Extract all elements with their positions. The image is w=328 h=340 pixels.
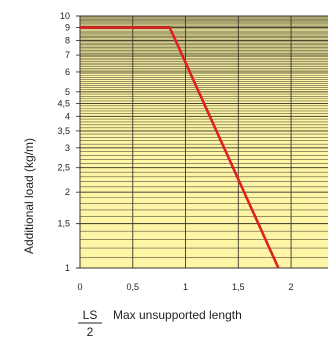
x-axis-fraction-denominator: 2 xyxy=(87,325,94,339)
x-axis-fraction-numerator: LS xyxy=(83,308,98,322)
x-tick-label: 0 xyxy=(77,282,82,292)
y-tick-label: 1 xyxy=(65,263,70,273)
x-tick-labels: 00,511,522 xyxy=(77,282,294,292)
y-tick-label: 2,5 xyxy=(57,163,70,173)
series-line xyxy=(80,26,280,269)
y-tick-label: 2 xyxy=(65,187,70,197)
x-tick-label: 1,5 xyxy=(232,282,245,292)
y-tick-label: 5 xyxy=(65,87,70,97)
y-tick-labels: 1 1,5 2 2,5 3 3,5 4 4,55 6 7 8 9 10 xyxy=(57,11,70,273)
grid-lines xyxy=(76,15,328,269)
x-tick-label: 2 xyxy=(289,282,294,292)
y-axis-label: Additional load (kg/m) xyxy=(22,138,36,254)
y-tick-label: 4,5 xyxy=(57,98,70,108)
y-tick-label: 3 xyxy=(65,143,70,153)
y-tick-label: 1,5 xyxy=(57,219,70,229)
x-axis-label: Max unsupported length xyxy=(113,308,242,322)
y-tick-label: 3,5 xyxy=(57,126,70,136)
y-tick-label: 6 xyxy=(65,67,70,77)
series-layer xyxy=(80,26,280,269)
x-tick-label: 1 xyxy=(183,282,188,292)
x-tick-label: 0,5 xyxy=(127,282,140,292)
y-tick-label: 4 xyxy=(65,111,70,121)
y-tick-label: 8 xyxy=(65,35,70,45)
y-tick-label: 7 xyxy=(65,50,70,60)
y-tick-label: 9 xyxy=(65,23,70,33)
y-tick-label: 10 xyxy=(60,11,70,21)
